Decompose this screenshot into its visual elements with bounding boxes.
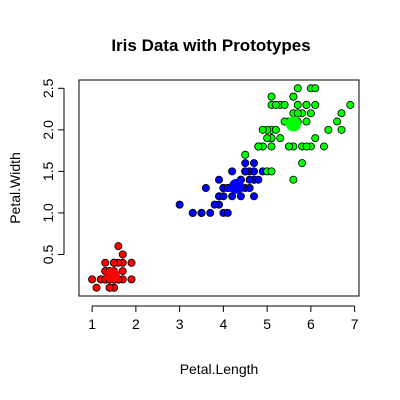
data-point: [214, 175, 223, 184]
data-point: [302, 100, 311, 109]
data-point: [223, 208, 232, 217]
data-point: [228, 192, 237, 201]
data-point: [271, 100, 280, 109]
y-tick-label: 2.5: [40, 78, 56, 98]
data-point: [289, 175, 298, 184]
x-tick-label: 4: [219, 316, 227, 332]
y-tick-label: 1.5: [40, 161, 56, 181]
data-point: [245, 183, 254, 192]
data-point: [206, 208, 215, 217]
prototype-point: [104, 267, 120, 283]
data-point: [127, 258, 136, 267]
data-point: [293, 109, 302, 118]
data-point: [92, 283, 101, 292]
x-axis: 1 2 3 4 5 6 7: [88, 305, 359, 332]
y-axis: 0.5 1.0 1.5 2.0 2.5: [40, 78, 65, 265]
data-point: [333, 117, 342, 126]
data-point: [118, 267, 127, 276]
data-point: [298, 159, 307, 168]
data-point: [236, 192, 245, 201]
data-point: [249, 159, 258, 168]
y-axis-label: Petal.Width: [7, 152, 23, 224]
data-point: [263, 134, 272, 143]
y-tick-label: 1.0: [40, 203, 56, 223]
data-point: [114, 242, 123, 251]
data-point: [319, 142, 328, 151]
data-point: [201, 183, 210, 192]
data-point: [228, 167, 237, 176]
data-point: [302, 142, 311, 151]
x-tick-label: 6: [307, 316, 315, 332]
data-point: [276, 134, 285, 143]
data-point: [127, 275, 136, 284]
prototype-point: [285, 116, 301, 132]
x-tick-label: 3: [176, 316, 184, 332]
data-point: [267, 167, 276, 176]
data-point: [254, 175, 263, 184]
data-point: [280, 100, 289, 109]
data-point: [188, 208, 197, 217]
data-point: [101, 258, 110, 267]
data-point: [197, 208, 206, 217]
y-tick-label: 2.0: [40, 120, 56, 140]
x-tick-label: 2: [132, 316, 140, 332]
data-point: [254, 142, 263, 151]
data-point: [267, 142, 276, 151]
chart-title: Iris Data with Prototypes: [111, 36, 310, 55]
data-point: [346, 100, 355, 109]
data-point: [289, 92, 298, 101]
data-point: [267, 92, 276, 101]
points-layer: [88, 84, 355, 292]
data-point: [105, 283, 114, 292]
prototype-point: [229, 178, 244, 194]
data-point: [118, 250, 127, 259]
data-point: [311, 134, 320, 143]
y-tick-label: 0.5: [40, 245, 56, 265]
data-point: [324, 125, 333, 134]
data-point: [284, 142, 293, 151]
data-point: [241, 150, 250, 159]
data-point: [311, 84, 320, 93]
x-tick-label: 1: [88, 316, 96, 332]
data-point: [249, 167, 258, 176]
data-point: [88, 275, 97, 284]
data-point: [110, 258, 119, 267]
data-point: [241, 159, 250, 168]
x-tick-label: 5: [263, 316, 271, 332]
data-point: [241, 167, 250, 176]
data-point: [210, 200, 219, 209]
data-point: [337, 109, 346, 118]
plot-frame: [78, 79, 360, 297]
data-point: [293, 100, 302, 109]
data-point: [311, 100, 320, 109]
data-point: [258, 125, 267, 134]
data-point: [175, 200, 184, 209]
data-point: [302, 117, 311, 126]
data-point: [245, 175, 254, 184]
data-point: [293, 84, 302, 93]
data-point: [306, 109, 315, 118]
x-axis-label: Petal.Length: [180, 361, 259, 377]
prototypes-layer: [104, 116, 301, 283]
data-point: [249, 192, 258, 201]
data-point: [219, 192, 228, 201]
x-tick-label: 7: [351, 316, 359, 332]
data-point: [337, 125, 346, 134]
data-point: [271, 125, 280, 134]
